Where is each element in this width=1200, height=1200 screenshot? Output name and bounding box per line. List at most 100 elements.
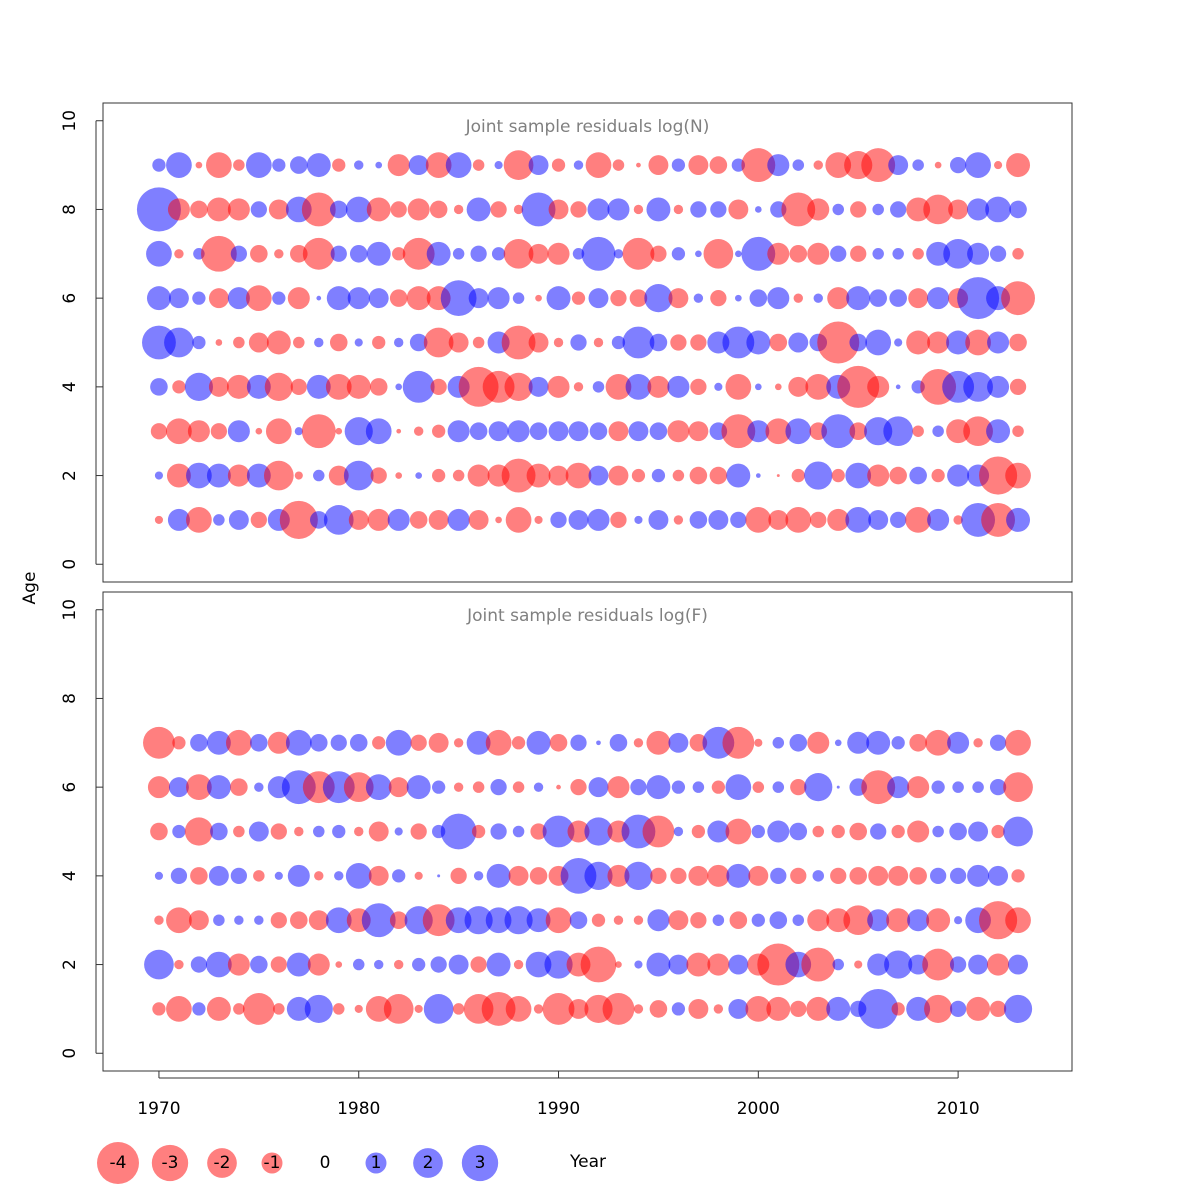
bubble — [369, 378, 388, 396]
bubble — [588, 465, 609, 486]
bubble — [525, 951, 552, 978]
x-tick-label: 1990 — [537, 1099, 580, 1119]
bubble — [412, 957, 426, 972]
bubble — [368, 865, 389, 886]
legend-label: -1 — [264, 1153, 281, 1173]
bubble — [302, 237, 335, 270]
bubble — [868, 865, 889, 886]
bubble — [213, 914, 225, 926]
bubble — [757, 943, 800, 986]
bubble — [290, 378, 307, 395]
bubble — [471, 824, 486, 839]
bubble — [383, 994, 414, 1024]
bubble — [190, 734, 208, 752]
bubble — [573, 160, 584, 170]
bubble — [690, 912, 707, 929]
bubble — [365, 774, 392, 801]
bubble — [549, 734, 568, 752]
bubble — [345, 862, 372, 889]
bubble — [166, 152, 192, 178]
bubble — [491, 247, 506, 261]
bubble — [1012, 248, 1024, 260]
bubble — [325, 373, 352, 400]
bubble — [227, 198, 250, 221]
bubble — [845, 462, 872, 489]
bubble — [174, 249, 184, 259]
bubble — [144, 949, 174, 980]
bubble — [735, 294, 742, 302]
bubble — [867, 953, 890, 976]
bubble — [755, 383, 762, 391]
bubble — [749, 289, 768, 307]
bubble — [408, 155, 429, 176]
bubble — [596, 740, 601, 746]
bubble — [890, 201, 907, 218]
bubble — [767, 154, 790, 177]
bubble — [906, 197, 931, 222]
bubble — [501, 325, 536, 360]
bubble — [503, 150, 534, 180]
bubble — [366, 197, 391, 222]
bubble — [967, 242, 990, 265]
bubble — [313, 469, 325, 482]
bubble — [370, 467, 387, 484]
bubble — [335, 961, 343, 968]
bubble — [866, 730, 891, 755]
bubble — [150, 378, 168, 396]
bubble — [501, 458, 536, 493]
bubble — [861, 770, 896, 805]
bubble — [931, 780, 945, 794]
bubble — [188, 910, 209, 931]
bubble — [508, 865, 529, 886]
bubble — [692, 781, 705, 793]
bubble — [987, 375, 1010, 398]
bubble — [865, 329, 892, 356]
bubble — [547, 375, 570, 398]
bubble — [785, 507, 812, 533]
bubble — [453, 782, 464, 792]
bubble — [354, 826, 364, 837]
bubble — [849, 822, 868, 841]
bubble — [792, 914, 805, 926]
bubble — [850, 201, 867, 218]
bubble — [200, 235, 237, 272]
bubble — [593, 337, 604, 348]
bubble — [366, 241, 391, 266]
bubble — [817, 321, 860, 364]
bubble — [906, 330, 931, 355]
bubble — [965, 152, 991, 178]
bubble — [335, 427, 343, 435]
bubble — [485, 729, 512, 756]
bubble — [1012, 425, 1024, 437]
bubble — [630, 779, 647, 796]
bubble — [588, 777, 609, 798]
bubble — [711, 780, 726, 794]
bubble — [755, 206, 762, 213]
bubble — [413, 426, 424, 436]
bubble — [668, 288, 689, 309]
bubble — [468, 509, 489, 530]
bubble — [907, 909, 930, 932]
bubble — [560, 857, 597, 894]
bubble — [253, 870, 265, 882]
bubble — [389, 289, 408, 307]
bubble — [393, 337, 404, 348]
bubble — [333, 1003, 345, 1015]
bubble — [868, 509, 889, 530]
bubble — [952, 781, 964, 793]
bubble — [791, 468, 805, 483]
bubble — [286, 952, 311, 977]
bubble — [912, 248, 924, 260]
bubble — [870, 823, 887, 840]
bubble — [843, 905, 874, 936]
bubble — [535, 294, 542, 302]
bubble — [831, 468, 845, 483]
bubble — [725, 818, 752, 845]
bubble — [227, 464, 250, 487]
bubble — [504, 906, 533, 935]
bubble — [529, 867, 548, 885]
bubble — [890, 511, 907, 529]
bubble — [986, 419, 1011, 444]
plot-box — [102, 591, 1073, 1072]
bubble — [673, 515, 684, 525]
